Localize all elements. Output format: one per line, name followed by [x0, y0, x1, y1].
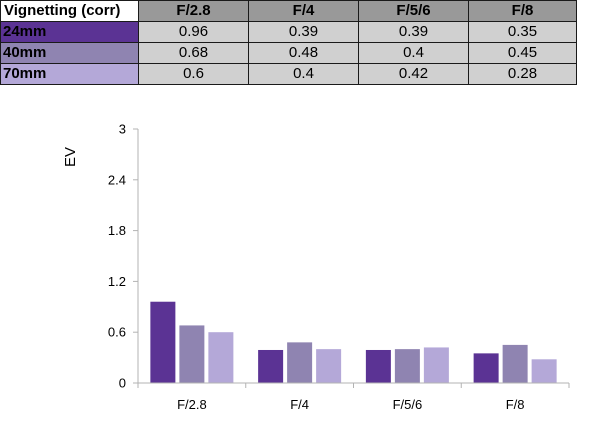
y-axis-label: EV [62, 147, 79, 167]
table-cell: 0.4 [358, 42, 469, 64]
x-tick-label: F/8 [506, 397, 525, 412]
bar-24mm-F/4 [258, 349, 284, 383]
bar-24mm-F/2.8 [150, 301, 176, 383]
table-row: 40mm 0.68 0.48 0.4 0.45 [0, 42, 577, 64]
row-header-70mm: 70mm [0, 63, 139, 85]
table-cell: 0.45 [468, 42, 577, 64]
y-tick-label: 2.4 [108, 172, 126, 187]
vignetting-table: Vignetting (corr) F/2.8 F/4 F/5/6 F/8 24… [0, 0, 577, 85]
table-row: 70mm 0.6 0.4 0.42 0.28 [0, 63, 577, 85]
table-cell: 0.28 [468, 63, 577, 85]
bar-40mm-F/5/6 [394, 349, 420, 383]
row-header-40mm: 40mm [0, 42, 139, 64]
row-header-24mm: 24mm [0, 21, 139, 43]
bars-layer [150, 301, 557, 383]
x-tick-label: F/4 [290, 397, 309, 412]
table-cell: 0.6 [138, 63, 249, 85]
bar-70mm-F/8 [531, 359, 557, 383]
table-cell: 0.42 [358, 63, 469, 85]
bar-24mm-F/5/6 [365, 349, 391, 383]
bar-40mm-F/2.8 [179, 325, 205, 383]
axis-layer: 0 0.6 1.2 1.8 2.4 3 F/2.8 F/4 F/5/6 F/8 [108, 122, 570, 412]
table-cell: 0.4 [248, 63, 359, 85]
table-header-row: Vignetting (corr) F/2.8 F/4 F/5/6 F/8 [0, 0, 577, 22]
table-corner-label: Vignetting (corr) [0, 0, 139, 22]
x-tick-label: F/2.8 [177, 397, 207, 412]
column-header-f8: F/8 [468, 0, 577, 22]
bar-40mm-F/8 [502, 344, 528, 383]
y-tick-label: 1.2 [108, 274, 126, 289]
bar-40mm-F/4 [287, 342, 313, 383]
x-tick-label: F/5/6 [393, 397, 423, 412]
column-header-f2-8: F/2.8 [138, 0, 249, 22]
table-cell: 0.96 [138, 21, 249, 43]
table-cell: 0.48 [248, 42, 359, 64]
table-cell: 0.39 [358, 21, 469, 43]
y-tick-label: 3 [119, 122, 126, 137]
y-tick-label: 0.6 [108, 325, 126, 340]
y-tick-label: 1.8 [108, 223, 126, 238]
bar-24mm-F/8 [473, 353, 499, 383]
bar-70mm-F/5/6 [423, 347, 449, 383]
column-header-f4: F/4 [248, 0, 359, 22]
bar-70mm-F/4 [316, 349, 342, 383]
y-tick-label: 0 [119, 376, 126, 391]
bar-70mm-F/2.8 [208, 332, 234, 383]
